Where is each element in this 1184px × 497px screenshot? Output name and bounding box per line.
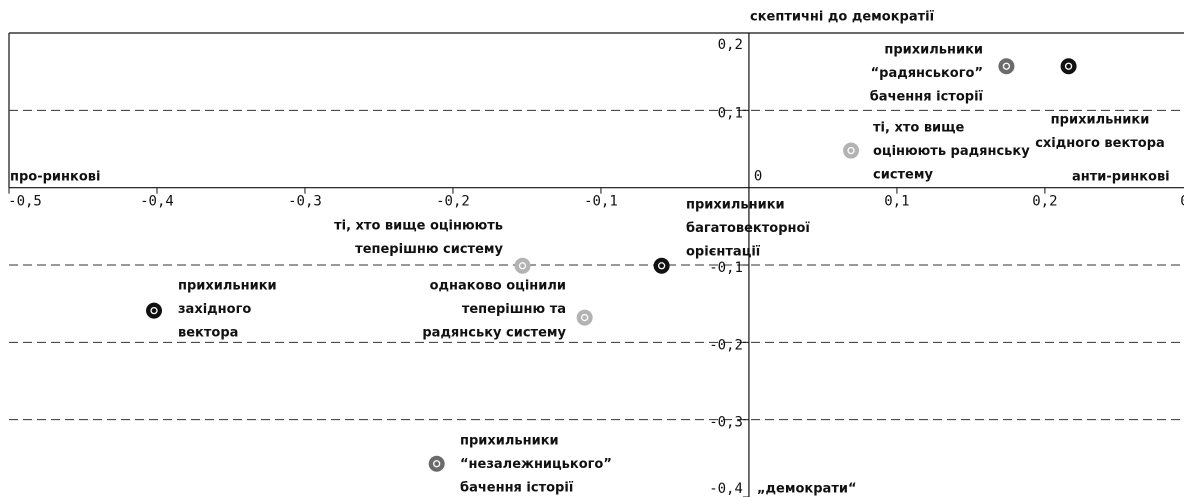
x-label-right: анти-ринкові <box>1072 170 1170 185</box>
point-ring <box>518 262 527 270</box>
point-label: прихильники <box>178 279 277 294</box>
point <box>998 58 1015 75</box>
point <box>428 455 445 472</box>
point-label: східного вектора <box>1035 136 1165 151</box>
x-tick-label: 0,2 <box>1032 194 1057 210</box>
y-tick-label: -0,1 <box>709 260 743 276</box>
point-ring <box>1064 62 1073 70</box>
point-label: прихильники <box>686 198 785 213</box>
point-label: “незалежницького” <box>460 457 612 472</box>
y-label-top: скептичні до демократії <box>750 10 935 25</box>
point <box>576 309 593 326</box>
point-label: бачення історії <box>460 481 574 496</box>
x-tick-label: -0,3 <box>288 194 322 210</box>
point-label: прихильники <box>460 434 559 449</box>
point <box>146 302 163 319</box>
point <box>843 142 860 159</box>
y-label-bottom: „демократи“ <box>757 482 857 497</box>
origin-label: 0 <box>754 169 762 185</box>
point-label: прихильники <box>1051 113 1150 128</box>
point-ring <box>847 146 855 155</box>
point-ring <box>657 262 666 270</box>
point-label: оцінюють радянську <box>873 144 1030 159</box>
point-label: “радянського” <box>871 66 983 81</box>
point-label: бачення історії <box>870 90 984 105</box>
point-label: орієнтації <box>686 245 761 260</box>
point-label: прихильники <box>884 43 983 58</box>
x-tick-label: -0,1 <box>584 194 618 210</box>
point-label: ті, хто вище оцінюють <box>334 219 503 234</box>
point-label: теперішню систему <box>355 242 503 257</box>
x-tick-label: -0,2 <box>436 194 470 210</box>
x-tick-label: 0,1 <box>884 194 909 210</box>
y-tick-label: -0,2 <box>709 337 743 353</box>
point-label: радянську систему <box>422 326 566 341</box>
y-tick-label: -0,4 <box>709 481 743 497</box>
x-tick-label: -0,5 <box>8 194 42 210</box>
point <box>514 257 531 274</box>
point-label: теперішню та <box>462 302 566 317</box>
point-label: однаково оцінили <box>430 279 566 294</box>
x-label-left: про-ринкові <box>10 170 100 185</box>
point-ring <box>1002 62 1011 70</box>
point-ring <box>150 306 158 315</box>
y-tick-label: 0,1 <box>718 105 743 121</box>
point <box>653 257 670 274</box>
point <box>1060 58 1077 75</box>
point-label: багатовекторної <box>686 221 810 236</box>
point-label: західного <box>178 302 251 317</box>
point-label: вектора <box>178 326 238 341</box>
point-ring <box>581 313 589 322</box>
y-tick-label: 0,2 <box>718 37 743 53</box>
point-ring <box>433 460 441 468</box>
y-tick-label: -0,3 <box>709 415 743 431</box>
x-tick-label: 0,3 <box>1180 194 1184 210</box>
x-tick-label: -0,4 <box>140 194 174 210</box>
point-label: ті, хто вище <box>873 121 965 136</box>
point-label: систему <box>873 168 933 183</box>
